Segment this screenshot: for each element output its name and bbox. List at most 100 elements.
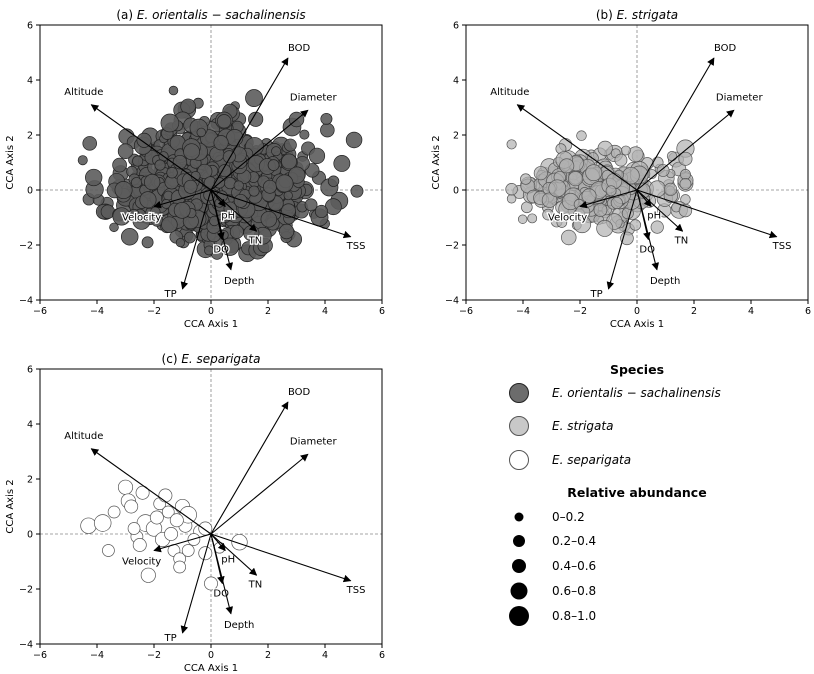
env-vector-tp bbox=[180, 189, 212, 290]
data-point bbox=[350, 184, 364, 198]
data-point bbox=[610, 196, 623, 210]
data-point bbox=[620, 231, 634, 246]
data-point bbox=[184, 231, 196, 244]
points-group bbox=[505, 130, 695, 246]
panel-title: (b) E. strigata bbox=[596, 8, 678, 22]
x-tick-label: 2 bbox=[265, 306, 271, 317]
vector-label-diameter: Diameter bbox=[290, 436, 338, 447]
vector-label-ph: pH bbox=[221, 555, 235, 566]
env-vector-tss bbox=[210, 533, 352, 583]
points-group bbox=[80, 479, 248, 591]
x-tick-label: 0 bbox=[208, 650, 214, 661]
data-point bbox=[161, 505, 175, 519]
data-point bbox=[548, 179, 567, 198]
data-point bbox=[93, 514, 112, 532]
vector-label-diameter: Diameter bbox=[290, 92, 338, 103]
legend-species-label: E. separigata bbox=[552, 453, 631, 467]
data-point bbox=[124, 499, 139, 514]
data-point bbox=[320, 112, 333, 125]
data-point bbox=[141, 236, 154, 249]
env-vector-depth bbox=[210, 533, 234, 615]
vector-label-depth: Depth bbox=[650, 276, 680, 287]
data-point bbox=[314, 204, 329, 219]
data-point bbox=[160, 113, 180, 133]
legend: Species E. orientalis − sachalinensis E. s… bbox=[509, 362, 721, 626]
vector-label-altitude: Altitude bbox=[490, 87, 529, 98]
data-point bbox=[120, 228, 139, 246]
y-axis-label: CCA Axis 2 bbox=[5, 135, 16, 189]
data-point bbox=[216, 114, 232, 129]
legend-abundance-marker bbox=[510, 582, 528, 600]
data-point bbox=[260, 211, 278, 228]
x-tick-label: −6 bbox=[33, 306, 47, 317]
x-tick-label: 6 bbox=[379, 306, 385, 317]
data-point bbox=[320, 122, 335, 138]
x-tick-label: −4 bbox=[516, 306, 530, 317]
data-point bbox=[597, 140, 613, 156]
data-point bbox=[82, 136, 97, 151]
data-point bbox=[222, 150, 236, 164]
vector-label-ph: pH bbox=[221, 211, 235, 222]
vector-label-do: DO bbox=[639, 245, 655, 256]
data-point bbox=[180, 98, 196, 115]
vector-label-tn: TN bbox=[248, 235, 263, 246]
vector-label-bod: BOD bbox=[288, 43, 311, 54]
data-point bbox=[127, 522, 141, 535]
data-point bbox=[117, 479, 134, 495]
env-vector-tn bbox=[636, 189, 684, 232]
y-tick-label: 4 bbox=[27, 76, 33, 87]
data-point bbox=[218, 164, 232, 178]
panel-b: BOD Diameter Altitude Velocity pH TN DO Depth TS… bbox=[431, 8, 811, 330]
y-tick-label: 4 bbox=[453, 76, 459, 87]
vector-label-depth: Depth bbox=[224, 620, 254, 631]
vector-label-velocity: Velocity bbox=[548, 213, 587, 224]
y-tick-label: −4 bbox=[19, 296, 33, 307]
data-point bbox=[117, 143, 134, 160]
data-point bbox=[204, 245, 214, 256]
env-vector-velocity bbox=[153, 533, 212, 553]
y-axis-label: CCA Axis 2 bbox=[5, 479, 16, 533]
y-tick-label: −2 bbox=[19, 241, 33, 252]
x-tick-label: 0 bbox=[634, 306, 640, 317]
data-point bbox=[505, 183, 518, 196]
data-point bbox=[196, 127, 206, 138]
data-point bbox=[172, 154, 188, 170]
data-point bbox=[561, 229, 577, 246]
env-vector-diameter bbox=[210, 453, 309, 535]
y-tick-label: 2 bbox=[27, 131, 33, 142]
legend-abundance-label: 0.8–1.0 bbox=[552, 609, 596, 623]
data-point bbox=[168, 85, 179, 96]
x-tick-label: 4 bbox=[748, 306, 754, 317]
data-point bbox=[304, 198, 318, 212]
data-point bbox=[136, 132, 152, 148]
x-tick-label: 6 bbox=[379, 650, 385, 661]
x-tick-label: 2 bbox=[691, 306, 697, 317]
env-vector-diameter bbox=[636, 109, 735, 191]
data-point bbox=[161, 216, 178, 233]
env-vector-tp bbox=[606, 189, 638, 290]
env-vector-bod bbox=[210, 401, 289, 535]
data-point bbox=[680, 169, 691, 180]
y-tick-label: 0 bbox=[453, 186, 459, 197]
data-point bbox=[308, 147, 326, 164]
data-point bbox=[80, 517, 97, 534]
data-point bbox=[650, 220, 664, 234]
y-tick-label: 6 bbox=[27, 365, 33, 376]
data-point bbox=[233, 180, 244, 191]
y-tick-label: −2 bbox=[445, 241, 459, 252]
data-point bbox=[663, 182, 678, 196]
vector-label-altitude: Altitude bbox=[64, 431, 103, 442]
vector-label-bod: BOD bbox=[288, 387, 311, 398]
env-vector-bod bbox=[210, 57, 289, 191]
data-point bbox=[656, 164, 670, 177]
vector-label-do: DO bbox=[213, 589, 229, 600]
y-tick-label: −4 bbox=[445, 296, 459, 307]
vector-label-tp: TP bbox=[164, 289, 177, 300]
x-tick-label: −2 bbox=[147, 306, 161, 317]
data-point bbox=[77, 155, 88, 166]
data-point bbox=[181, 544, 195, 557]
data-point bbox=[593, 203, 608, 217]
env-vector-tn bbox=[210, 533, 258, 576]
data-point bbox=[233, 193, 248, 208]
data-point bbox=[139, 191, 157, 209]
